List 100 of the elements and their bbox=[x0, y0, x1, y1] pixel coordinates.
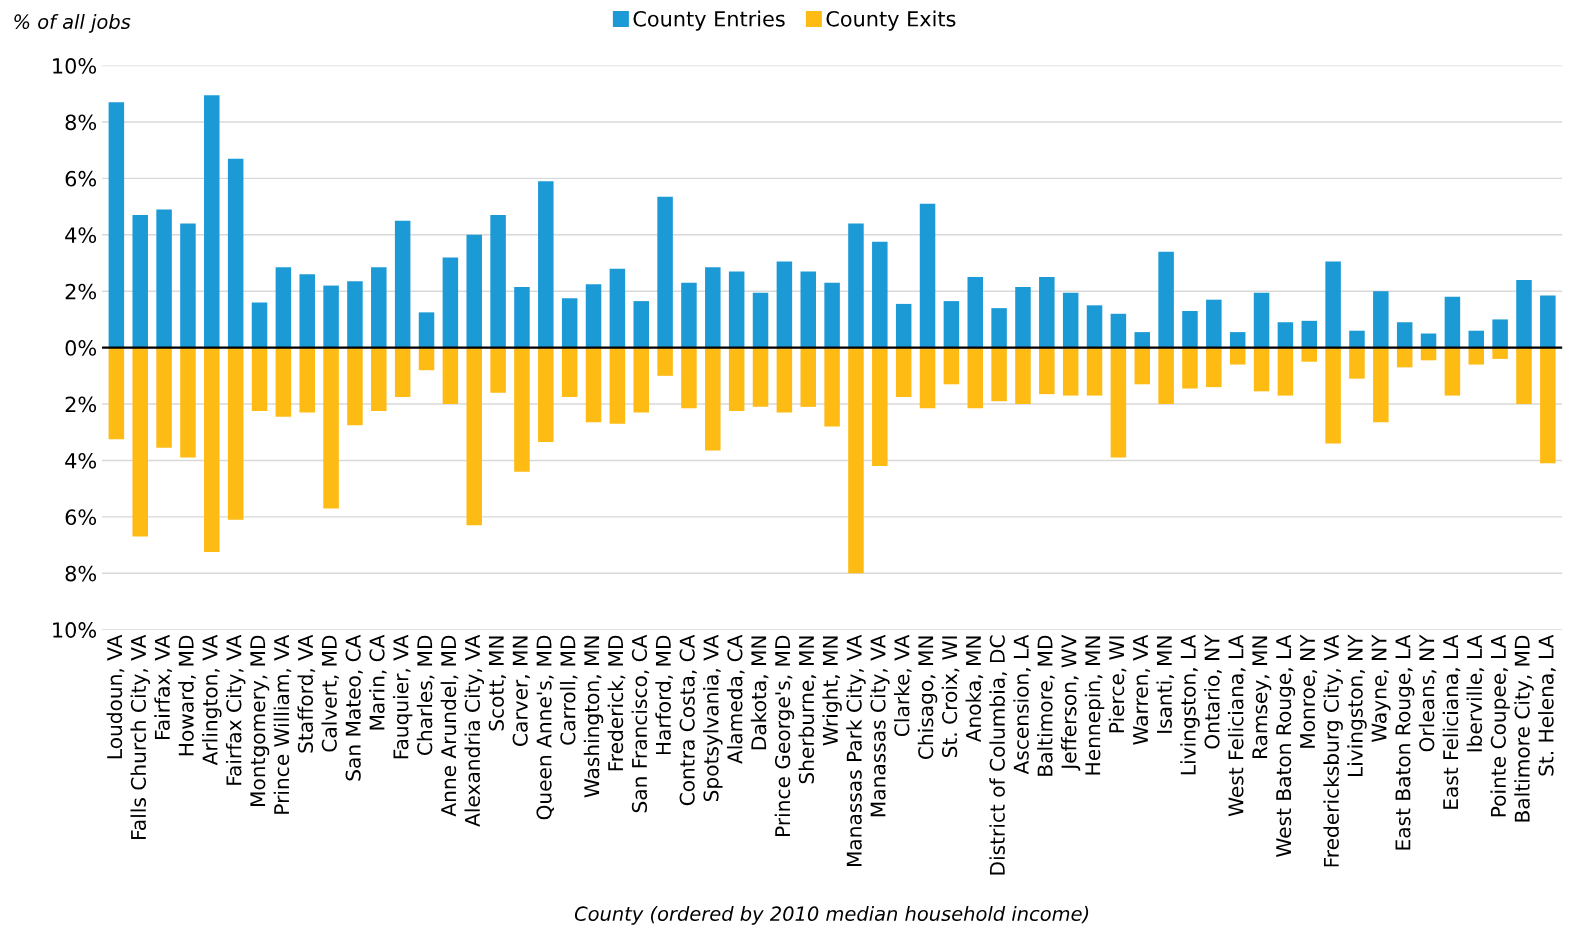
x-tick-label: Isanti, MN bbox=[1156, 636, 1175, 733]
bar bbox=[657, 196, 673, 348]
y-tick-label: 6% bbox=[65, 509, 97, 526]
bar bbox=[1039, 347, 1055, 395]
x-tick-label: Hennepin, MN bbox=[1084, 636, 1105, 775]
bar bbox=[1373, 347, 1389, 423]
bar bbox=[1039, 277, 1055, 348]
bar bbox=[705, 267, 721, 348]
x-tick-label: San Mateo, CA bbox=[345, 634, 363, 781]
bar bbox=[371, 347, 387, 412]
bar bbox=[824, 282, 840, 348]
bar bbox=[251, 302, 268, 348]
x-tick-label: Wayne, NY bbox=[1371, 634, 1391, 743]
x-tick-label: West Feliciana, LA bbox=[1227, 634, 1246, 817]
bar bbox=[275, 347, 292, 417]
bar bbox=[466, 234, 482, 348]
x-tick-label: District of Columbia, DC bbox=[989, 635, 1007, 875]
bar bbox=[1110, 313, 1127, 348]
x-tick-label: Jefferson, WV bbox=[1060, 634, 1081, 771]
y-tick-label: 4% bbox=[65, 452, 97, 469]
x-tick-label: Orleans, NY bbox=[1418, 634, 1437, 752]
x-tick-label: Manassas Park City, VA bbox=[846, 634, 866, 867]
bar bbox=[1229, 332, 1246, 348]
bar bbox=[1516, 347, 1532, 405]
bar bbox=[1015, 286, 1031, 348]
x-tick-label: Arlington, VA bbox=[202, 634, 222, 766]
bar bbox=[323, 347, 339, 509]
bar bbox=[490, 347, 506, 393]
x-tick-label: Fairfax, VA bbox=[154, 634, 172, 739]
x-tick-label: Ascension, LA bbox=[1013, 634, 1031, 775]
y-tick-label: 8% bbox=[65, 565, 97, 582]
x-tick-label: Queen Anne's, MD bbox=[536, 635, 554, 820]
legend-label: County Entries bbox=[633, 10, 785, 31]
bar bbox=[538, 347, 554, 443]
x-tick-label: Fairfax City, VA bbox=[225, 634, 246, 785]
x-tick-label: Livingston, NY bbox=[1347, 634, 1367, 777]
x-tick-label: Sherburne, MN bbox=[798, 636, 817, 784]
x-tick-label: Spotsylvania, VA bbox=[703, 634, 723, 802]
bar bbox=[1444, 296, 1461, 348]
x-tick-label: Baltimore City, MD bbox=[1514, 635, 1534, 822]
y-tick-label: 4% bbox=[65, 227, 97, 244]
bar bbox=[1182, 310, 1198, 348]
bar bbox=[1206, 347, 1222, 388]
bar bbox=[204, 347, 220, 553]
y-axis-title: % of all jobs bbox=[14, 14, 131, 33]
bar bbox=[371, 267, 387, 348]
bar bbox=[872, 347, 888, 467]
bar bbox=[633, 301, 649, 348]
bar bbox=[1110, 347, 1127, 458]
bar bbox=[514, 286, 530, 348]
bar bbox=[538, 181, 554, 348]
bar bbox=[633, 347, 649, 413]
bar bbox=[490, 215, 506, 348]
x-tick-label: Contra Costa, CA bbox=[679, 634, 697, 806]
x-tick-label: Chisago, MN bbox=[917, 636, 938, 759]
bar bbox=[1134, 347, 1151, 385]
bar bbox=[561, 347, 578, 397]
x-tick-label: Carroll, MD bbox=[559, 635, 578, 745]
x-tick-label: Falls Church City, VA bbox=[130, 634, 150, 839]
bar bbox=[1277, 347, 1294, 396]
bar bbox=[1015, 347, 1031, 405]
bar bbox=[347, 281, 363, 348]
bar bbox=[132, 347, 148, 537]
bar bbox=[299, 347, 315, 413]
bar bbox=[180, 223, 196, 348]
bar bbox=[1277, 322, 1294, 348]
bar bbox=[1540, 295, 1556, 348]
x-tick-label: Ramsey, MN bbox=[1252, 636, 1272, 759]
bar bbox=[943, 347, 960, 385]
x-tick-label: Warren, VA bbox=[1133, 634, 1151, 745]
bar bbox=[919, 347, 936, 409]
x-tick-label: Carver, MN bbox=[512, 636, 530, 746]
bar bbox=[132, 215, 148, 348]
x-tick-label: East Baton Rouge, LA bbox=[1395, 634, 1415, 850]
legend-label: County Exits bbox=[826, 10, 956, 31]
bar bbox=[1229, 347, 1246, 365]
y-tick-label: 2% bbox=[65, 283, 97, 300]
bar bbox=[919, 203, 936, 348]
bar bbox=[108, 102, 125, 348]
bar bbox=[991, 347, 1007, 402]
bar bbox=[728, 271, 745, 348]
bar bbox=[1492, 319, 1508, 348]
bar bbox=[323, 285, 339, 348]
bar bbox=[991, 308, 1007, 348]
bar bbox=[705, 347, 721, 451]
y-tick-label: 0% bbox=[65, 340, 97, 356]
bar bbox=[514, 347, 530, 472]
bar bbox=[1396, 322, 1413, 348]
x-tick-label: Calvert, MD bbox=[321, 635, 339, 752]
bar bbox=[156, 347, 172, 448]
x-tick-label: Manassas City, VA bbox=[870, 634, 890, 817]
bar bbox=[1468, 347, 1485, 365]
x-tick-label: Harford, MD bbox=[655, 635, 673, 755]
bar bbox=[776, 261, 793, 348]
x-tick-label: Wright, MN bbox=[822, 636, 842, 746]
y-tick-label: 2% bbox=[65, 396, 97, 413]
bar bbox=[1301, 320, 1318, 348]
bar bbox=[1444, 347, 1461, 396]
bar bbox=[466, 347, 482, 526]
x-tick-label: Fauquier, VA bbox=[392, 634, 413, 759]
